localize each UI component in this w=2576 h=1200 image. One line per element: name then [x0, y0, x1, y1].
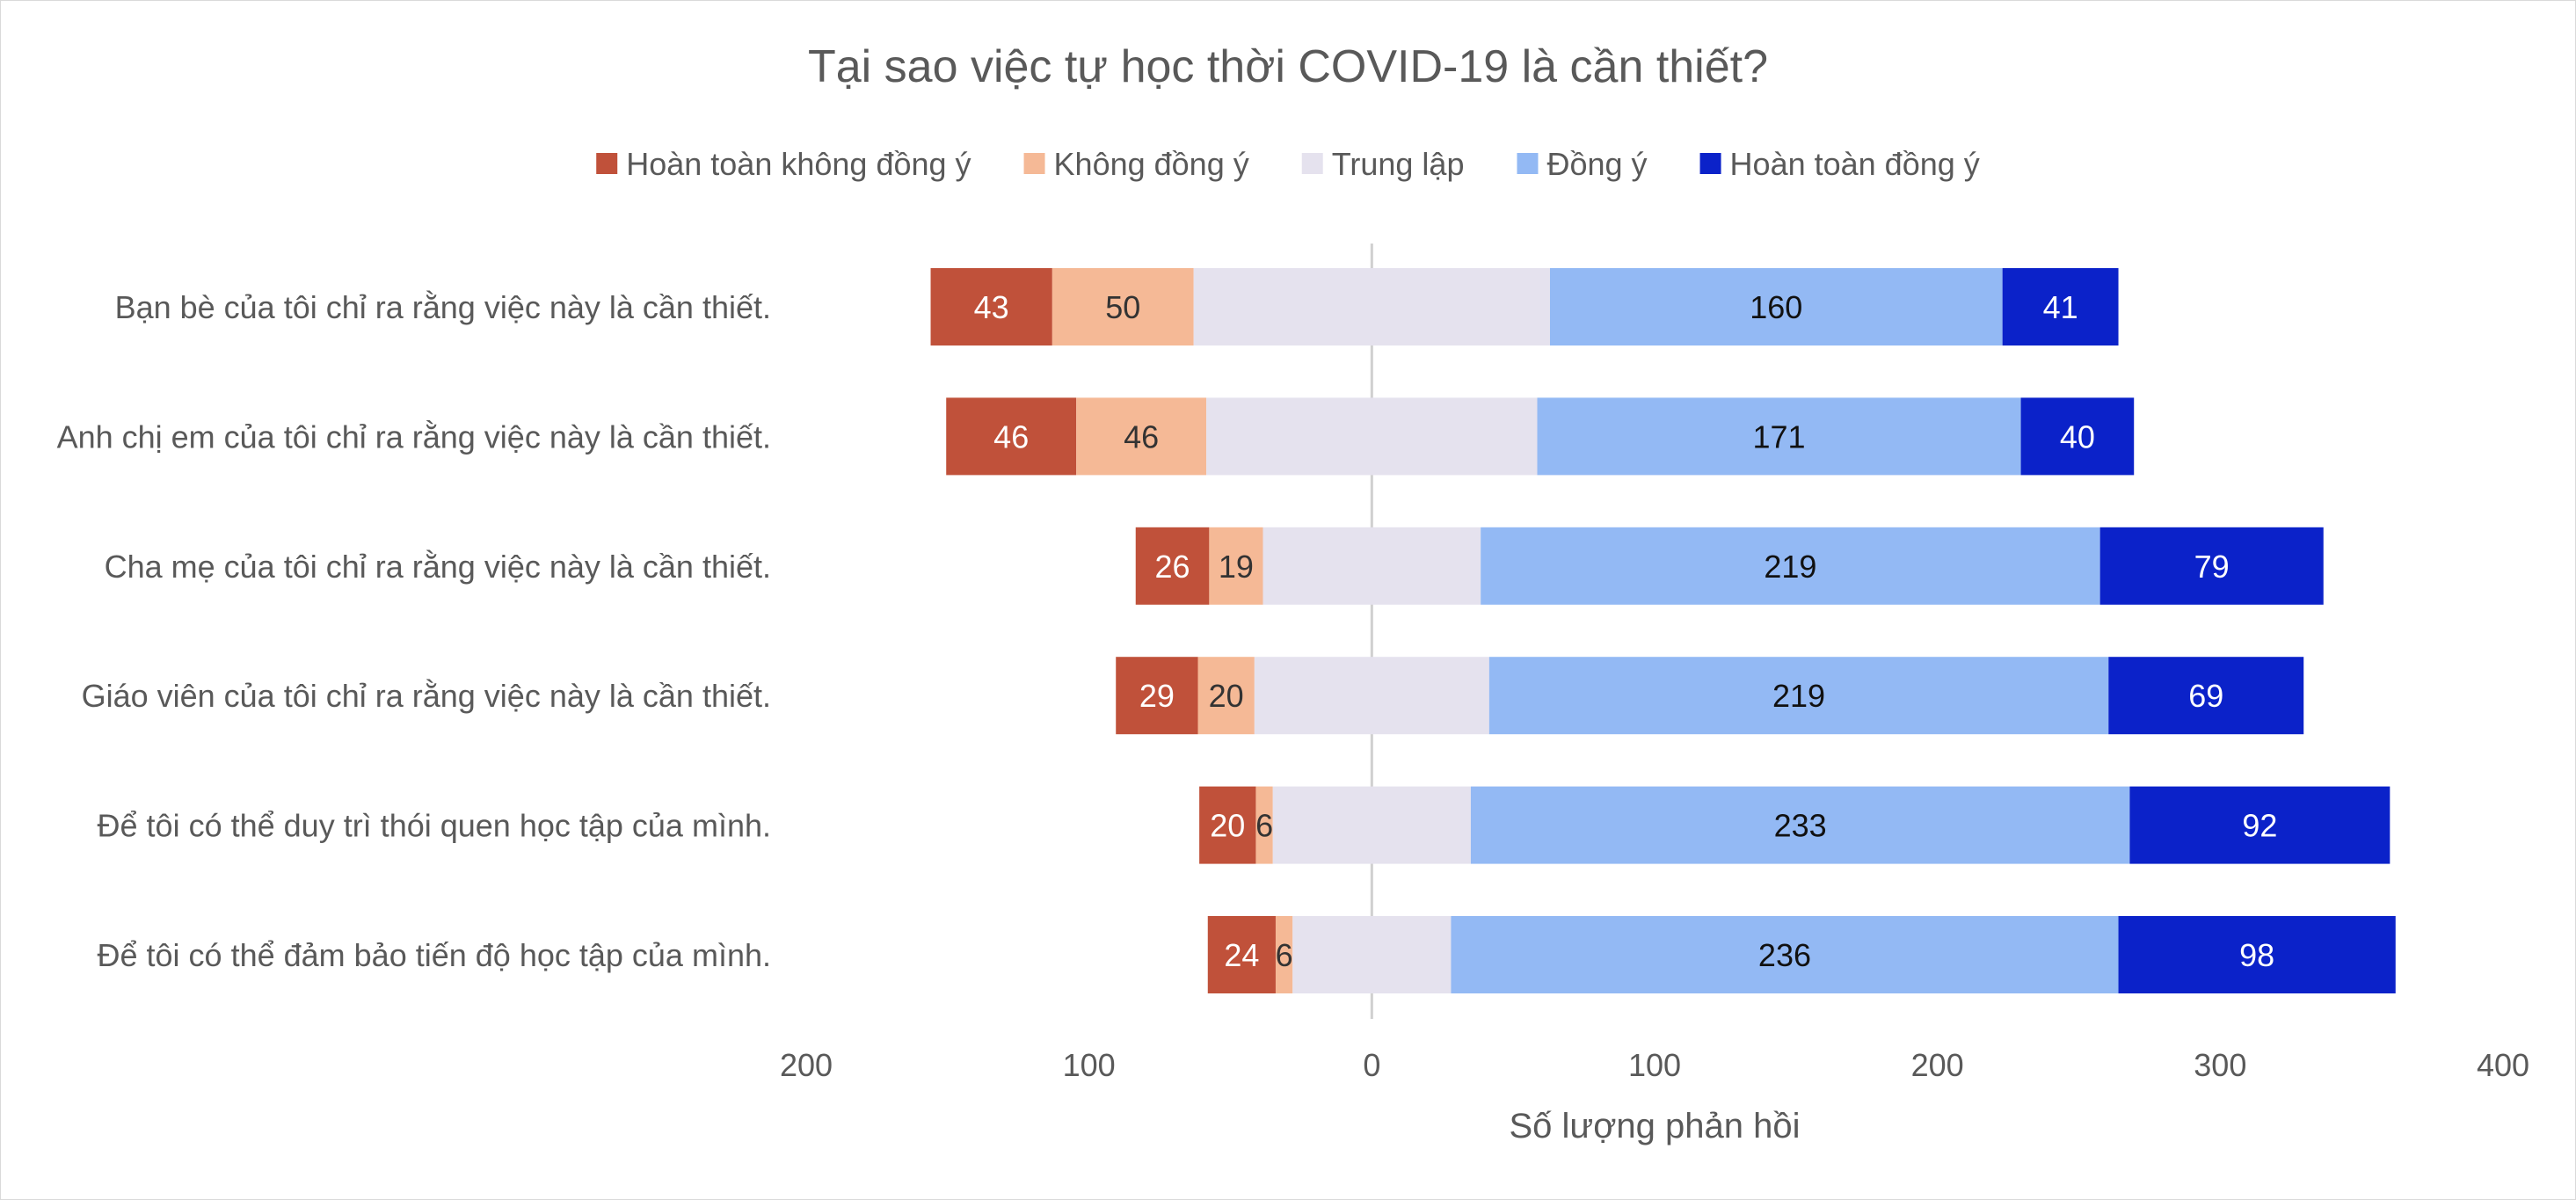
data-label: 19	[1219, 549, 1254, 585]
data-label: 40	[2060, 418, 2095, 455]
legend-swatch	[596, 153, 618, 174]
bar-segment	[1207, 916, 1276, 993]
category-label: Giáo viên của tôi chỉ ra rằng việc này l…	[82, 678, 771, 714]
data-label: 160	[1750, 289, 1802, 325]
data-label: 171	[1752, 418, 1805, 455]
data-label: 236	[1758, 937, 1811, 973]
legend-label: Không đồng ý	[1054, 146, 1249, 182]
bar-segment	[2020, 397, 2135, 476]
category-label: Để tôi có thể đảm bảo tiến độ học tập củ…	[98, 937, 771, 973]
legend-item: Hoàn toàn đồng ý	[1699, 146, 1980, 182]
x-tick-label: 0	[1363, 1047, 1380, 1083]
legend-label: Hoàn toàn không đồng ý	[626, 146, 971, 182]
data-label: 79	[2194, 549, 2230, 585]
legend-swatch	[1301, 153, 1323, 174]
category-label: Để tôi có thể duy trì thói quen học tập …	[98, 808, 771, 844]
data-label: 20	[1209, 678, 1244, 714]
bar-segment	[2099, 527, 2324, 605]
bar-segment	[1076, 397, 1207, 476]
legend-item: Hoàn toàn không đồng ý	[596, 146, 971, 182]
data-label: 233	[1774, 808, 1827, 844]
legend-label: Đồng ý	[1546, 146, 1647, 182]
data-label: 24	[1224, 937, 1259, 973]
x-tick-label: 300	[2194, 1047, 2246, 1083]
legend-swatch	[1517, 153, 1539, 174]
bar-segment	[1263, 527, 1481, 605]
bar-segment	[1488, 657, 2109, 735]
data-label: 50	[1105, 289, 1140, 325]
chart-title: Tại sao việc tự học thời COVID-19 là cần…	[808, 41, 1768, 92]
category-label: Anh chị em của tôi chỉ ra rằng việc này …	[57, 418, 771, 455]
legend-label: Hoàn toàn đồng ý	[1730, 146, 1980, 182]
bar-segment	[2118, 916, 2396, 993]
data-label: 6	[1276, 937, 1293, 973]
bar-segment	[946, 397, 1077, 476]
bar-segment	[1255, 786, 1273, 864]
bar-segment	[1199, 786, 1256, 864]
bar-segment	[1197, 657, 1255, 735]
legend-item: Đồng ý	[1517, 146, 1648, 182]
data-label: 98	[2239, 937, 2274, 973]
legend-item: Trung lập	[1301, 146, 1465, 182]
bar-segment	[1135, 527, 1210, 605]
bar-segment	[1116, 657, 1198, 735]
legend-swatch	[1023, 153, 1045, 174]
data-label: 219	[1772, 678, 1825, 714]
bar-segment	[1549, 268, 2003, 345]
bar-segment	[1052, 268, 1194, 345]
legend-item: Không đồng ý	[1023, 146, 1249, 182]
x-tick-labels-group: 200 100 0 100 200 300 400	[780, 1047, 2529, 1083]
data-label: 41	[2043, 289, 2078, 325]
data-label: 69	[2188, 678, 2223, 714]
legend: Hoàn toàn không đồng ý Không đồng ý Trung …	[596, 146, 1980, 182]
legend-swatch	[1699, 153, 1721, 174]
category-labels-group: Bạn bè của tôi chỉ ra rằng việc này là c…	[57, 289, 771, 973]
bar-segment	[1292, 916, 1452, 993]
category-label: Cha mẹ của tôi chỉ ra rằng việc này là c…	[105, 549, 771, 585]
data-label: 43	[974, 289, 1009, 325]
bar-segment	[1481, 527, 2100, 605]
x-tick-label: 100	[1628, 1047, 1681, 1083]
x-axis-label: Số lượng phản hồi	[1509, 1107, 1800, 1145]
bar-segment	[1470, 786, 2130, 864]
bar-segment	[1254, 657, 1489, 735]
bar-segment	[1451, 916, 2119, 993]
legend-label: Trung lập	[1332, 146, 1465, 182]
x-tick-label: 400	[2477, 1047, 2529, 1083]
data-label: 92	[2242, 808, 2277, 844]
bar-segment	[930, 268, 1052, 345]
bars-group	[930, 268, 2396, 993]
bar-segment	[1275, 916, 1293, 993]
data-label: 46	[993, 418, 1029, 455]
bar-segment	[2108, 657, 2304, 735]
x-tick-label: 200	[780, 1047, 833, 1083]
data-label: 219	[1764, 549, 1816, 585]
bar-segment	[1193, 268, 1550, 345]
data-label: 46	[1124, 418, 1159, 455]
bar-segment	[1209, 527, 1263, 605]
bar-segment	[1206, 397, 1538, 476]
x-tick-label: 200	[1911, 1047, 1964, 1083]
category-label: Bạn bè của tôi chỉ ra rằng việc này là c…	[115, 289, 771, 325]
bar-segment	[1272, 786, 1471, 864]
bar-segment	[2129, 786, 2390, 864]
data-label: 20	[1210, 808, 1245, 844]
data-label: 6	[1255, 808, 1273, 844]
bar-segment	[1537, 397, 2021, 476]
x-tick-label: 100	[1063, 1047, 1116, 1083]
data-label: 29	[1139, 678, 1175, 714]
data-label: 26	[1155, 549, 1190, 585]
bar-segment	[2002, 268, 2119, 345]
